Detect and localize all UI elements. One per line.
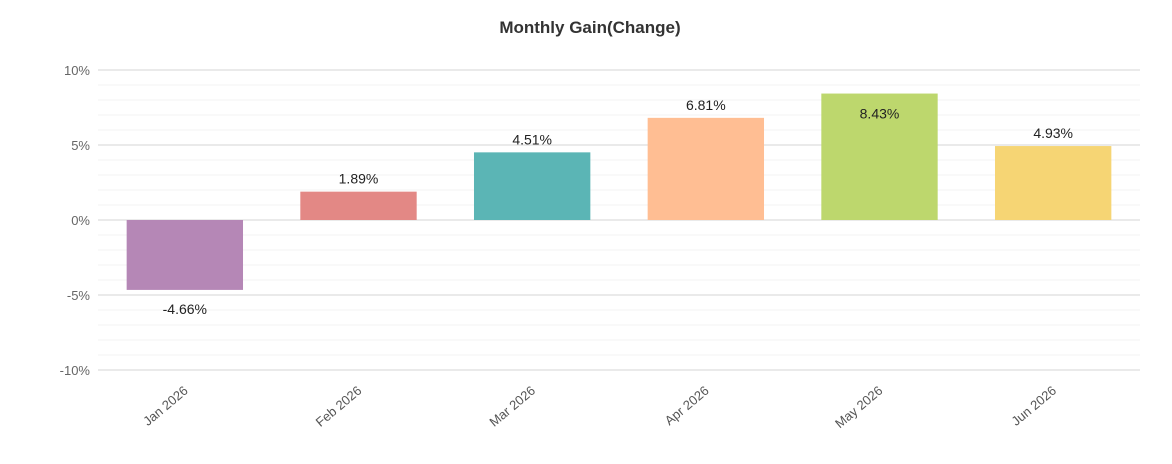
x-tick-label: Jan 2026 bbox=[140, 383, 191, 429]
bar[interactable] bbox=[126, 220, 244, 290]
bar[interactable] bbox=[300, 191, 417, 220]
grid-lines bbox=[98, 69, 1140, 371]
bar[interactable] bbox=[647, 117, 765, 220]
data-labels: -4.66% 1.89% 4.51% 6.81% 8.43% 4.93% bbox=[163, 97, 1073, 317]
x-tick-label: Apr 2026 bbox=[662, 383, 712, 428]
x-tick-label: Mar 2026 bbox=[486, 383, 538, 430]
y-axis-ticks: 10% 5% 0% -5% -10% bbox=[60, 63, 91, 378]
y-tick-label: -5% bbox=[67, 288, 91, 303]
bar[interactable] bbox=[473, 152, 591, 220]
data-label: -4.66% bbox=[163, 301, 207, 317]
y-tick-label: -10% bbox=[60, 363, 91, 378]
x-axis-ticks: Jan 2026 Feb 2026 Mar 2026 Apr 2026 May 2026… bbox=[140, 383, 1059, 431]
x-tick-label: Feb 2026 bbox=[313, 383, 365, 430]
x-tick-label: May 2026 bbox=[832, 383, 885, 431]
data-label: 4.93% bbox=[1033, 125, 1073, 141]
bar[interactable] bbox=[994, 146, 1112, 220]
x-tick-label: Jun 2026 bbox=[1008, 383, 1059, 429]
data-label: 4.51% bbox=[512, 131, 552, 147]
data-label: 1.89% bbox=[339, 171, 379, 187]
data-label: 6.81% bbox=[686, 97, 726, 113]
bar[interactable] bbox=[821, 93, 938, 220]
chart-title: Monthly Gain(Change) bbox=[499, 18, 681, 37]
y-tick-label: 5% bbox=[71, 138, 90, 153]
y-tick-label: 0% bbox=[71, 213, 90, 228]
data-label: 8.43% bbox=[860, 106, 900, 122]
bars bbox=[126, 93, 1112, 290]
y-tick-label: 10% bbox=[64, 63, 90, 78]
